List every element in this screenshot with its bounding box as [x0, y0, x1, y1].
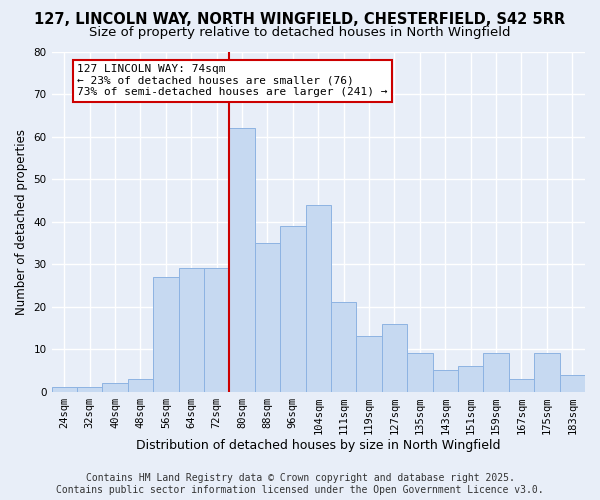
Bar [433, 370, 458, 392]
Bar [128, 379, 153, 392]
Bar [509, 379, 534, 392]
Bar [484, 354, 509, 392]
Bar [331, 302, 356, 392]
Text: Contains HM Land Registry data © Crown copyright and database right 2025.
Contai: Contains HM Land Registry data © Crown c… [56, 474, 544, 495]
Bar [77, 388, 103, 392]
Text: Size of property relative to detached houses in North Wingfield: Size of property relative to detached ho… [89, 26, 511, 39]
Text: 127 LINCOLN WAY: 74sqm
← 23% of detached houses are smaller (76)
73% of semi-det: 127 LINCOLN WAY: 74sqm ← 23% of detached… [77, 64, 388, 98]
Bar [458, 366, 484, 392]
Bar [280, 226, 305, 392]
Bar [255, 243, 280, 392]
Bar [229, 128, 255, 392]
Bar [153, 277, 179, 392]
Bar [179, 268, 204, 392]
Bar [52, 388, 77, 392]
Bar [204, 268, 229, 392]
Bar [382, 324, 407, 392]
Y-axis label: Number of detached properties: Number of detached properties [15, 128, 28, 314]
Bar [534, 354, 560, 392]
Text: 127, LINCOLN WAY, NORTH WINGFIELD, CHESTERFIELD, S42 5RR: 127, LINCOLN WAY, NORTH WINGFIELD, CHEST… [34, 12, 566, 28]
Bar [407, 354, 433, 392]
Bar [103, 383, 128, 392]
X-axis label: Distribution of detached houses by size in North Wingfield: Distribution of detached houses by size … [136, 440, 500, 452]
Bar [305, 204, 331, 392]
Bar [560, 374, 585, 392]
Bar [356, 336, 382, 392]
